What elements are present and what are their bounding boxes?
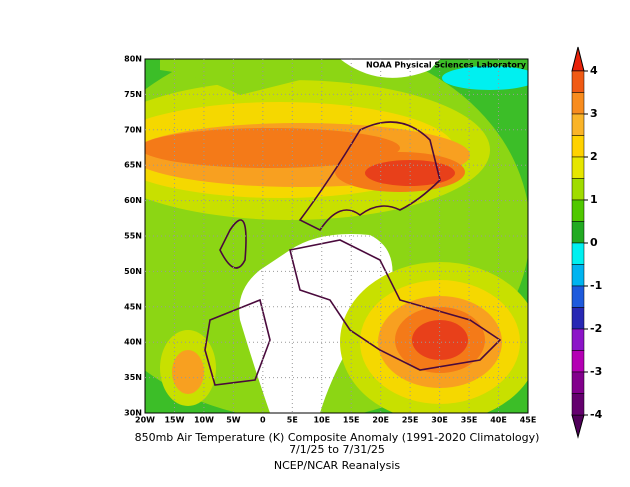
y-tick-label: 30N [124,409,142,418]
colorbar-segment [571,113,585,136]
y-tick-label: 80N [124,55,142,64]
colorbar-label: -4 [590,408,603,421]
colorbar-label: -3 [590,365,602,378]
x-tick-label: 45E [520,416,537,425]
x-tick-label: 15E [343,416,360,425]
colorbar-segment [571,70,585,93]
x-tick-label: 5W [226,416,241,425]
colorbar-segment [571,393,585,416]
x-tick-label: 35E [461,416,478,425]
colorbar-label: 3 [590,107,598,120]
x-tick-label: 10W [194,416,214,425]
colorbar [571,46,585,439]
y-tick-label: 60N [124,196,142,205]
x-tick-label: 5E [287,416,298,425]
colorbar-label: 0 [590,236,598,249]
credit: NOAA Physical Sciences Laboratory [366,61,527,70]
colorbar-segment [571,92,585,115]
x-tick-label: 40E [490,416,507,425]
y-tick-label: 40N [124,338,142,347]
colorbar-segment [571,285,585,308]
colorbar-label: 4 [590,64,598,77]
x-tick-label: 20W [135,416,155,425]
x-tick-label: 20E [372,416,389,425]
colorbar-segment [571,350,585,373]
colorbar-label: 1 [590,193,598,206]
colorbar-segment [571,135,585,158]
y-tick-label: 75N [124,90,142,99]
x-tick-label: 0 [260,416,266,425]
map-field [145,59,528,413]
colorbar-segment [571,156,585,179]
y-tick-label: 50N [124,267,142,276]
colorbar-segment [571,199,585,222]
x-tick-label: 25E [402,416,419,425]
x-tick-label: 15W [164,416,184,425]
caption-dates: 7/1/25 to 7/31/25 [289,443,385,456]
y-tick-label: 45N [124,302,142,311]
colorbar-label: -1 [590,279,602,292]
colorbar-segment [571,371,585,394]
colorbar-segment [571,264,585,287]
x-tick-label: 30E [431,416,448,425]
colorbar-segment [571,328,585,351]
y-tick-label: 70N [124,125,142,134]
colorbar-segment [571,242,585,265]
caption-title: 850mb Air Temperature (K) Composite Anom… [135,431,540,444]
colorbar-label: 2 [590,150,598,163]
colorbar-segment [571,307,585,330]
y-tick-label: 65N [124,161,142,170]
colorbar-label: -2 [590,322,602,335]
colorbar-segment [571,221,585,244]
y-tick-label: 35N [124,373,142,382]
caption-source: NCEP/NCAR Reanalysis [274,459,400,472]
x-tick-label: 10E [313,416,330,425]
colorbar-segment [571,178,585,201]
y-tick-label: 55N [124,232,142,241]
